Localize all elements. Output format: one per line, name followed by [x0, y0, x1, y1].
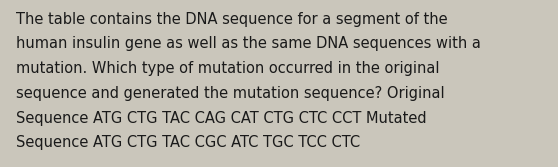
Text: human insulin gene as well as the same DNA sequences with a: human insulin gene as well as the same D… [16, 36, 480, 51]
Text: Sequence ATG CTG TAC CAG CAT CTG CTC CCT Mutated: Sequence ATG CTG TAC CAG CAT CTG CTC CCT… [16, 111, 426, 126]
Text: sequence and generated the mutation sequence? Original: sequence and generated the mutation sequ… [16, 86, 444, 101]
Text: mutation. Which type of mutation occurred in the original: mutation. Which type of mutation occurre… [16, 61, 439, 76]
Text: Sequence ATG CTG TAC CGC ATC TGC TCC CTC: Sequence ATG CTG TAC CGC ATC TGC TCC CTC [16, 135, 360, 150]
Text: The table contains the DNA sequence for a segment of the: The table contains the DNA sequence for … [16, 12, 448, 27]
